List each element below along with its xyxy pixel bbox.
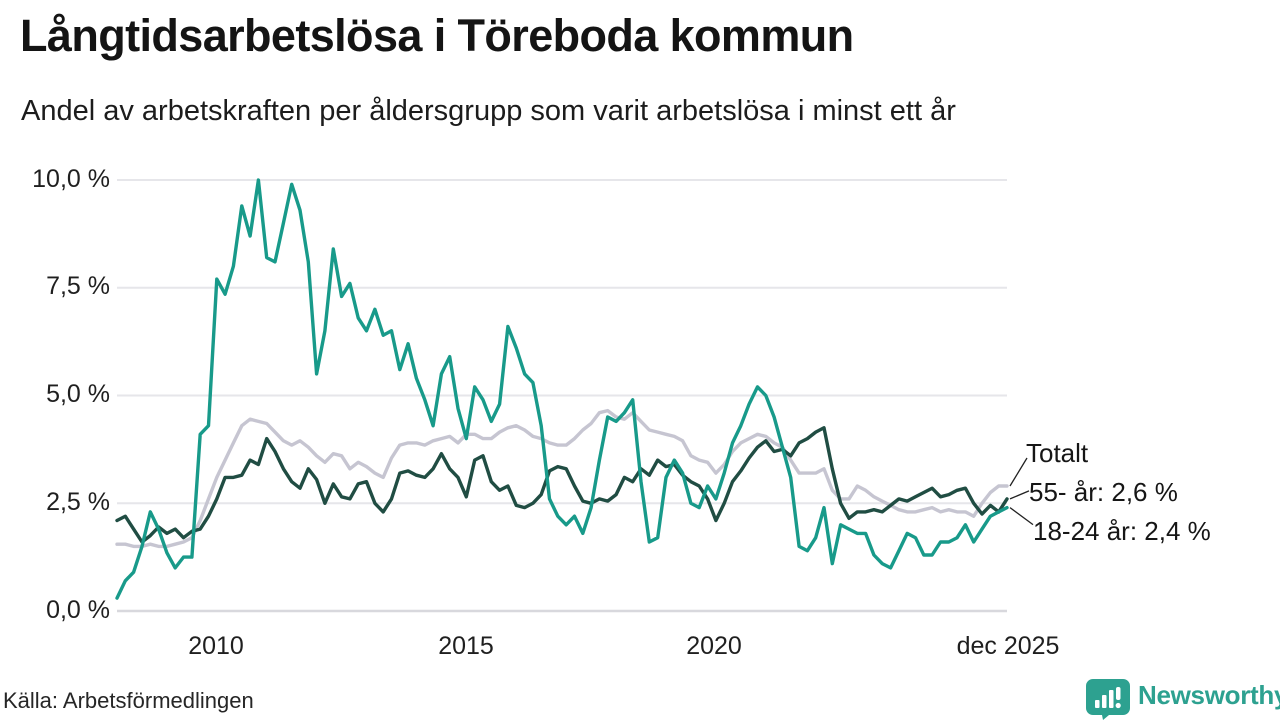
chart-title: Långtidsarbetslösa i Töreboda kommun [20,10,854,61]
x-axis-tick-label: 2015 [438,632,494,660]
y-axis-tick-label: 2,5 % [46,488,110,516]
newsworthy-logo: Newsworthy [1085,677,1280,720]
y-axis-tick-label: 0,0 % [46,596,110,624]
y-axis-tick-label: 10,0 % [32,165,110,193]
annotation-totalt: Totalt [1026,438,1089,468]
annotation-leader-line [1009,490,1030,500]
series-line-18-24-r [115,178,1009,600]
y-axis-tick-label: 5,0 % [46,380,110,408]
source-note: Källa: Arbetsförmedlingen [3,688,254,713]
chart-subtitle: Andel av arbetskraften per åldersgrupp s… [21,95,956,127]
y-axis-tick-label: 7,5 % [46,272,110,300]
newsworthy-logo-icon [1086,679,1130,720]
annotation-leader-line [1009,507,1034,526]
x-axis-tick-label: dec 2025 [956,632,1060,660]
annotation-18-24-ar: 18-24 år: 2,4 % [1033,516,1211,546]
annotation-55-ar: 55- år: 2,6 % [1029,477,1178,507]
x-axis-tick-label: 2020 [686,632,742,660]
series-line-55-r [115,426,1009,544]
series-line-totalt [115,408,1009,549]
newsworthy-logo-text: Newsworthy [1138,680,1280,710]
logo-bubble [1086,679,1130,720]
x-axis-tick-label: 2010 [188,632,244,660]
annotation-leader-line [1009,457,1028,487]
